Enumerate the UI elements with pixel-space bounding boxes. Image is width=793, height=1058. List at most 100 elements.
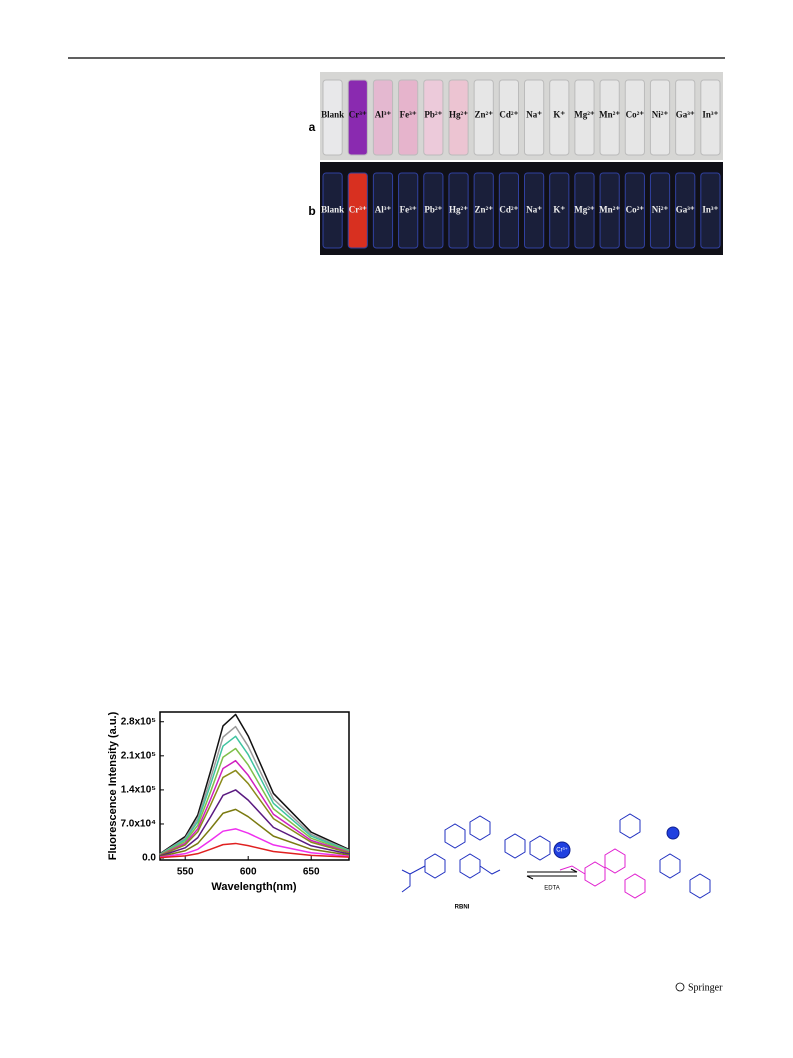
vial: [473, 172, 494, 249]
y-tick-label: 7.0x10⁴: [120, 819, 156, 830]
vial-label: Al³⁺: [375, 205, 392, 215]
vial-label: Co²⁺: [626, 205, 645, 215]
ion: [666, 826, 680, 840]
publisher-logo: [675, 982, 685, 992]
vial-label: Cr³⁺: [349, 205, 367, 215]
x-tick-label: 650: [303, 867, 320, 878]
vial: [423, 79, 444, 156]
series-line: [159, 808, 350, 858]
ring: [529, 835, 551, 861]
vial-label: K⁺: [553, 205, 565, 215]
series-line: [159, 713, 350, 855]
ring: [469, 815, 491, 841]
vial-label: Cd²⁺: [499, 205, 518, 215]
vial-label: Co²⁺: [626, 110, 645, 120]
x-tick-label: 600: [240, 867, 257, 878]
vial: [423, 172, 444, 249]
vials: Blank Cr³⁺ Al³⁺ Fe³⁺ Pb²⁺ Hg²⁺ Zn²⁺ Cd²⁺ Na⁺ K⁺ Mg…: [321, 79, 721, 249]
ring: [604, 848, 626, 874]
ring: [689, 873, 711, 899]
vial: [675, 172, 696, 249]
ring: [584, 861, 606, 887]
vial: [549, 79, 570, 156]
vial-label: Mg²⁺: [574, 205, 595, 215]
ring: [504, 833, 526, 859]
vial: [372, 172, 394, 249]
arrowhead: [526, 875, 534, 880]
ring: [444, 823, 466, 849]
vial-label: Ga³⁺: [676, 205, 695, 215]
vial: [599, 172, 620, 249]
vial: [549, 172, 570, 249]
vial-label: K⁺: [553, 110, 565, 120]
series-line: [159, 828, 350, 858]
vial-label: Fe³⁺: [400, 110, 417, 120]
vial: [372, 79, 394, 156]
ring: [659, 853, 681, 879]
vial-label: Hg²⁺: [449, 205, 468, 215]
vial-label: In³⁺: [702, 110, 718, 120]
vial: [574, 172, 595, 249]
vial: [524, 79, 545, 156]
vial: [498, 79, 519, 156]
vial: [675, 79, 696, 156]
y-tick-label: 2.8x10⁵: [121, 716, 157, 727]
y-tick-label: 0.0: [142, 853, 156, 864]
vial-label: Ga³⁺: [676, 110, 695, 120]
vial: [649, 172, 671, 249]
bond: [559, 865, 586, 875]
chart: 0.0 7.0x10⁴ 1.4x10⁵ 2.1x10⁵ 2.8x10⁵ 550 600 650: [120, 713, 350, 878]
vial-label: Ni²⁺: [652, 205, 669, 215]
x-axis-label: Wavelength(nm): [211, 881, 296, 893]
y-axis-label: Fluorescence Intensity (a.u.): [107, 711, 119, 860]
series-line: [159, 747, 350, 856]
vial: [524, 172, 545, 249]
vial: [322, 79, 343, 156]
vial-label: Blank: [321, 110, 344, 120]
vial-label: Na⁺: [526, 110, 542, 120]
vial: [649, 79, 671, 156]
publisher: Springer: [688, 982, 723, 993]
panel-label: b: [308, 204, 315, 218]
vial-label: Mn²⁺: [599, 205, 620, 215]
scheme: [401, 813, 711, 899]
vial: [473, 79, 494, 156]
vial-label: Na⁺: [526, 205, 542, 215]
series-line: [159, 789, 350, 857]
vial-label: Hg²⁺: [449, 110, 468, 120]
reagent: EDTA: [544, 886, 560, 892]
vial-label: Pb²⁺: [424, 110, 442, 120]
ring: [424, 853, 446, 879]
series-line: [159, 842, 350, 859]
vial: [322, 172, 343, 249]
vial-label: Cd²⁺: [499, 110, 518, 120]
vial: [398, 172, 419, 249]
bond: [479, 865, 501, 875]
vial-label: Zn²⁺: [474, 110, 493, 120]
y-tick-label: 1.4x10⁵: [121, 785, 157, 796]
vial-label: In³⁺: [702, 205, 718, 215]
vial-label: Ni²⁺: [652, 110, 669, 120]
vial: [448, 172, 469, 249]
vial: [347, 172, 368, 249]
ion: [553, 841, 571, 859]
vial: [700, 172, 721, 249]
vial-label: Mn²⁺: [599, 110, 620, 120]
vial: [448, 79, 469, 156]
arrowhead: [570, 868, 578, 873]
ion-label: Cr³⁺: [556, 847, 568, 854]
series-line: [159, 759, 350, 856]
vial: [700, 79, 721, 156]
vial: [498, 172, 519, 249]
ring: [459, 853, 481, 879]
vial-label: Zn²⁺: [474, 205, 493, 215]
y-tick-label: 2.1x10⁵: [121, 750, 157, 761]
bond: [401, 865, 426, 875]
vial: [624, 172, 645, 249]
vial-label: Fe³⁺: [400, 205, 417, 215]
ring: [624, 873, 646, 899]
ring: [619, 813, 641, 839]
vial: [599, 79, 620, 156]
plot-frame: [159, 711, 350, 861]
